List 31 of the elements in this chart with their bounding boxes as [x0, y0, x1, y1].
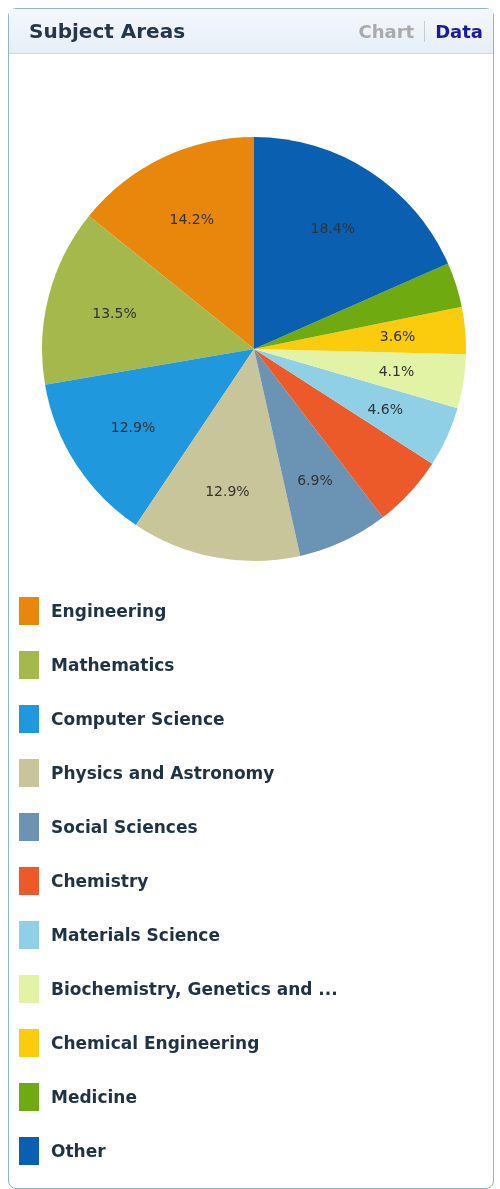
- legend-label: Materials Science: [51, 925, 220, 945]
- text: Chart: [358, 20, 415, 42]
- legend-label: Chemistry: [51, 871, 149, 891]
- data-label: 12.9%: [205, 482, 250, 499]
- pie-slice: [254, 349, 433, 518]
- legend-label: Mathematics: [51, 655, 175, 675]
- pie-slice: [42, 215, 254, 385]
- legend-label: Biochemistry, Genetics and ...: [51, 979, 338, 999]
- data-label: 13.5%: [92, 304, 137, 321]
- data-label: 12.9%: [110, 419, 156, 436]
- data-label: 3.6%: [379, 328, 416, 345]
- data-label: 14.2%: [169, 210, 215, 227]
- pie-slice: [254, 263, 462, 349]
- pie-slice: [254, 349, 458, 464]
- legend-label: Medicine: [51, 1087, 137, 1107]
- legend-label: Engineering: [51, 601, 167, 621]
- data-label: 6.9%: [297, 471, 333, 488]
- legend-label: Computer Science: [51, 709, 225, 729]
- legend-label: Physics and Astronomy: [51, 763, 275, 783]
- pie-slice: [45, 349, 254, 526]
- pie-slice: [254, 137, 449, 349]
- data-label: 4.1%: [378, 363, 415, 380]
- pie-slice: [254, 306, 466, 355]
- legend-label: Chemical Engineering: [51, 1033, 260, 1053]
- text: Data: [424, 20, 483, 42]
- data-label: 18.4%: [310, 220, 356, 237]
- chart-title: Subject Areas: [29, 19, 186, 43]
- data-label: 4.6%: [367, 400, 403, 417]
- legend-label: Other: [51, 1141, 106, 1161]
- pie-slice: [88, 137, 254, 349]
- legend-label: Social Sciences: [51, 817, 198, 837]
